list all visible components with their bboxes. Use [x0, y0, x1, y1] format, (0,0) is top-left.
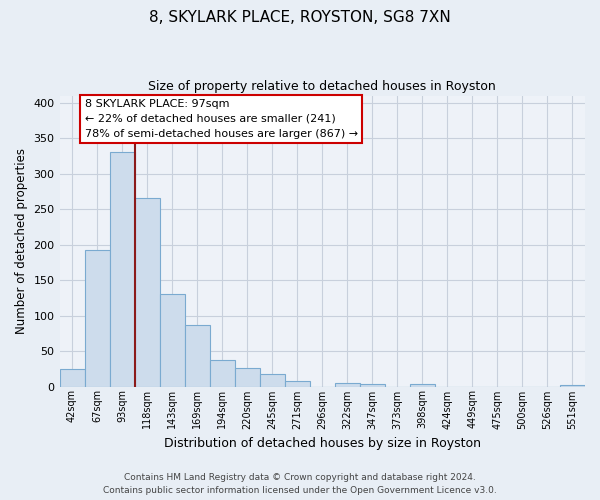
Bar [134, 198, 160, 386]
Bar [185, 326, 209, 386]
Y-axis label: Number of detached properties: Number of detached properties [15, 148, 28, 334]
Text: Contains HM Land Registry data © Crown copyright and database right 2024.
Contai: Contains HM Land Registry data © Crown c… [103, 473, 497, 495]
Text: 8, SKYLARK PLACE, ROYSTON, SG8 7XN: 8, SKYLARK PLACE, ROYSTON, SG8 7XN [149, 10, 451, 25]
Bar [209, 360, 235, 386]
Bar [410, 384, 435, 386]
Title: Size of property relative to detached houses in Royston: Size of property relative to detached ho… [148, 80, 496, 93]
X-axis label: Distribution of detached houses by size in Royston: Distribution of detached houses by size … [164, 437, 481, 450]
Bar [110, 152, 134, 386]
Bar [85, 250, 110, 386]
Text: 8 SKYLARK PLACE: 97sqm
← 22% of detached houses are smaller (241)
78% of semi-de: 8 SKYLARK PLACE: 97sqm ← 22% of detached… [85, 99, 358, 138]
Bar [285, 381, 310, 386]
Bar [560, 385, 585, 386]
Bar [59, 369, 85, 386]
Bar [235, 368, 260, 386]
Bar [160, 294, 185, 386]
Bar [260, 374, 285, 386]
Bar [335, 383, 360, 386]
Bar [360, 384, 385, 386]
